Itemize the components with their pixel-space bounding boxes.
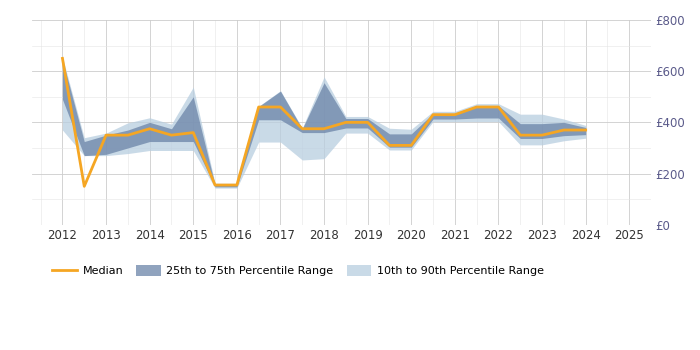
Legend: Median, 25th to 75th Percentile Range, 10th to 90th Percentile Range: Median, 25th to 75th Percentile Range, 1… (48, 260, 548, 281)
